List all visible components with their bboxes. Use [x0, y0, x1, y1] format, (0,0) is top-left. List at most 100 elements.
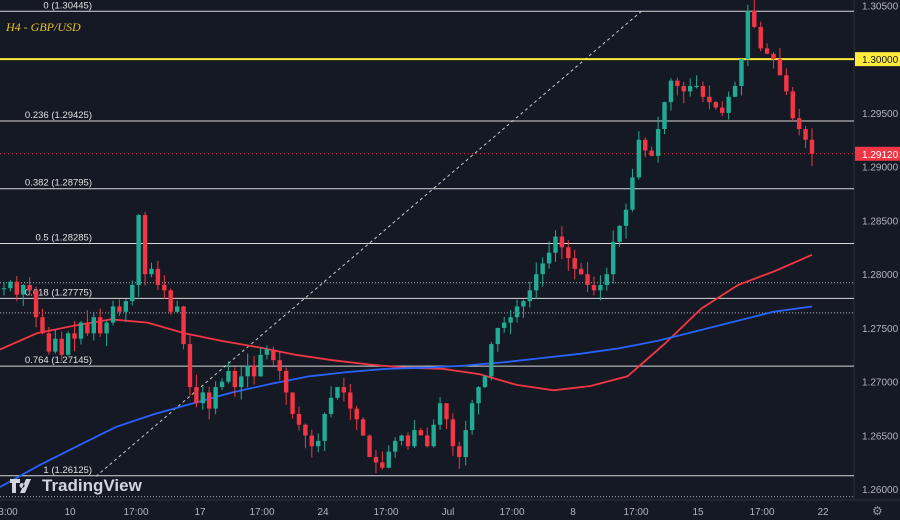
candle-body	[752, 10, 757, 27]
candle-body	[655, 129, 661, 156]
candle-body	[335, 387, 340, 398]
candle-body	[380, 462, 385, 468]
candle-body	[566, 247, 571, 259]
candle-body	[155, 268, 161, 285]
time-tick-11: 15	[692, 507, 704, 518]
candle-body	[386, 451, 391, 468]
time-tick-8: 17:00	[499, 507, 524, 518]
candle-body	[296, 413, 302, 425]
time-tick-6: 17:00	[373, 507, 398, 518]
candle-body	[572, 258, 577, 269]
price-tick-2: 1.29500	[862, 109, 899, 120]
candle-body	[437, 403, 443, 425]
candle-body	[425, 435, 430, 447]
candle-body	[40, 317, 45, 334]
settings-gear-icon[interactable]: ⚙	[872, 504, 883, 518]
current-price-badge	[855, 146, 900, 161]
candle-body	[354, 408, 359, 420]
candle-body	[290, 392, 295, 414]
candle-body	[720, 107, 725, 113]
candle-body	[65, 333, 71, 355]
candle-body	[181, 306, 186, 345]
candle-body	[309, 435, 315, 447]
candle-body	[412, 430, 417, 447]
candle-body	[392, 440, 398, 452]
price-tick-8: 1.26500	[862, 431, 899, 442]
candle-body	[33, 290, 39, 318]
candle-body	[745, 10, 751, 60]
candle-body	[367, 435, 372, 457]
candle-body	[149, 268, 154, 275]
candle-body	[110, 306, 116, 323]
candle-body	[790, 91, 795, 119]
fib-level-label-3: 0.5 (1.28285)	[35, 233, 92, 244]
time-tick-0: 3:00	[0, 507, 18, 518]
time-tick-4: 17:00	[249, 507, 274, 518]
candle-body	[578, 268, 584, 275]
candle-body	[27, 284, 32, 291]
time-tick-2: 17:00	[123, 507, 148, 518]
candle-body	[328, 397, 334, 414]
candle-body	[803, 129, 808, 140]
candle-body	[450, 419, 456, 447]
candle-body	[322, 413, 327, 441]
candle-body	[469, 403, 475, 431]
price-tick-4: 1.28500	[862, 216, 899, 227]
candle-body	[59, 338, 64, 355]
time-tick-12: 17:00	[749, 507, 774, 518]
candle-body	[668, 80, 674, 103]
symbol-label: H4 - GBP/USD	[6, 20, 81, 34]
candle-body	[482, 376, 488, 388]
fib-level-label-1: 0.236 (1.29425)	[25, 110, 92, 121]
candle-body	[245, 365, 250, 377]
fib-level-label-2: 0.382 (1.28795)	[25, 178, 92, 189]
candle-body	[598, 284, 603, 291]
candle-body	[53, 338, 58, 352]
candle-body	[495, 327, 500, 345]
price-tick-0: 1.30500	[862, 1, 899, 12]
candle-body	[726, 96, 731, 113]
candle-body	[444, 403, 449, 420]
candle-body	[258, 354, 263, 377]
candle-body	[611, 241, 616, 275]
candle-body	[78, 322, 84, 339]
price-tick-5: 1.28000	[862, 270, 899, 281]
candle-body	[643, 139, 648, 151]
time-tick-9: 8	[570, 507, 576, 518]
price-tick-7: 1.27000	[862, 378, 899, 389]
candle-body	[226, 370, 231, 382]
fib-level-label-4: 0.618 (1.27775)	[25, 287, 92, 298]
candle-body	[72, 333, 77, 339]
candle-body	[431, 424, 436, 447]
candle-body	[713, 102, 719, 108]
candle-body	[694, 86, 699, 88]
candle-body	[457, 446, 462, 457]
fib-level-label-6: 1 (1.26125)	[43, 465, 92, 476]
candle-body	[636, 139, 642, 178]
time-tick-3: 17	[194, 507, 206, 518]
fib-level-label-0: 0 (1.30445)	[43, 0, 92, 11]
candle-body	[399, 435, 404, 441]
candle-body	[732, 86, 738, 97]
candle-body	[104, 322, 109, 334]
candle-body	[591, 284, 597, 291]
candle-body	[123, 301, 129, 312]
candle-body	[341, 387, 347, 393]
candle-body	[91, 317, 96, 334]
candle-body	[604, 274, 609, 285]
candle-body	[277, 360, 282, 371]
candle-body	[117, 306, 122, 312]
candle-body	[649, 150, 654, 156]
candle-body	[630, 177, 635, 210]
candle-body	[14, 281, 20, 295]
candle-body	[142, 215, 148, 275]
candle-body	[501, 322, 507, 328]
candle-body	[1, 288, 7, 290]
candle-body	[771, 53, 776, 60]
candle-body	[8, 281, 13, 289]
candle-body	[675, 80, 680, 87]
candle-body	[239, 376, 244, 388]
fib-level-label-5: 0.764 (1.27145)	[25, 355, 92, 366]
